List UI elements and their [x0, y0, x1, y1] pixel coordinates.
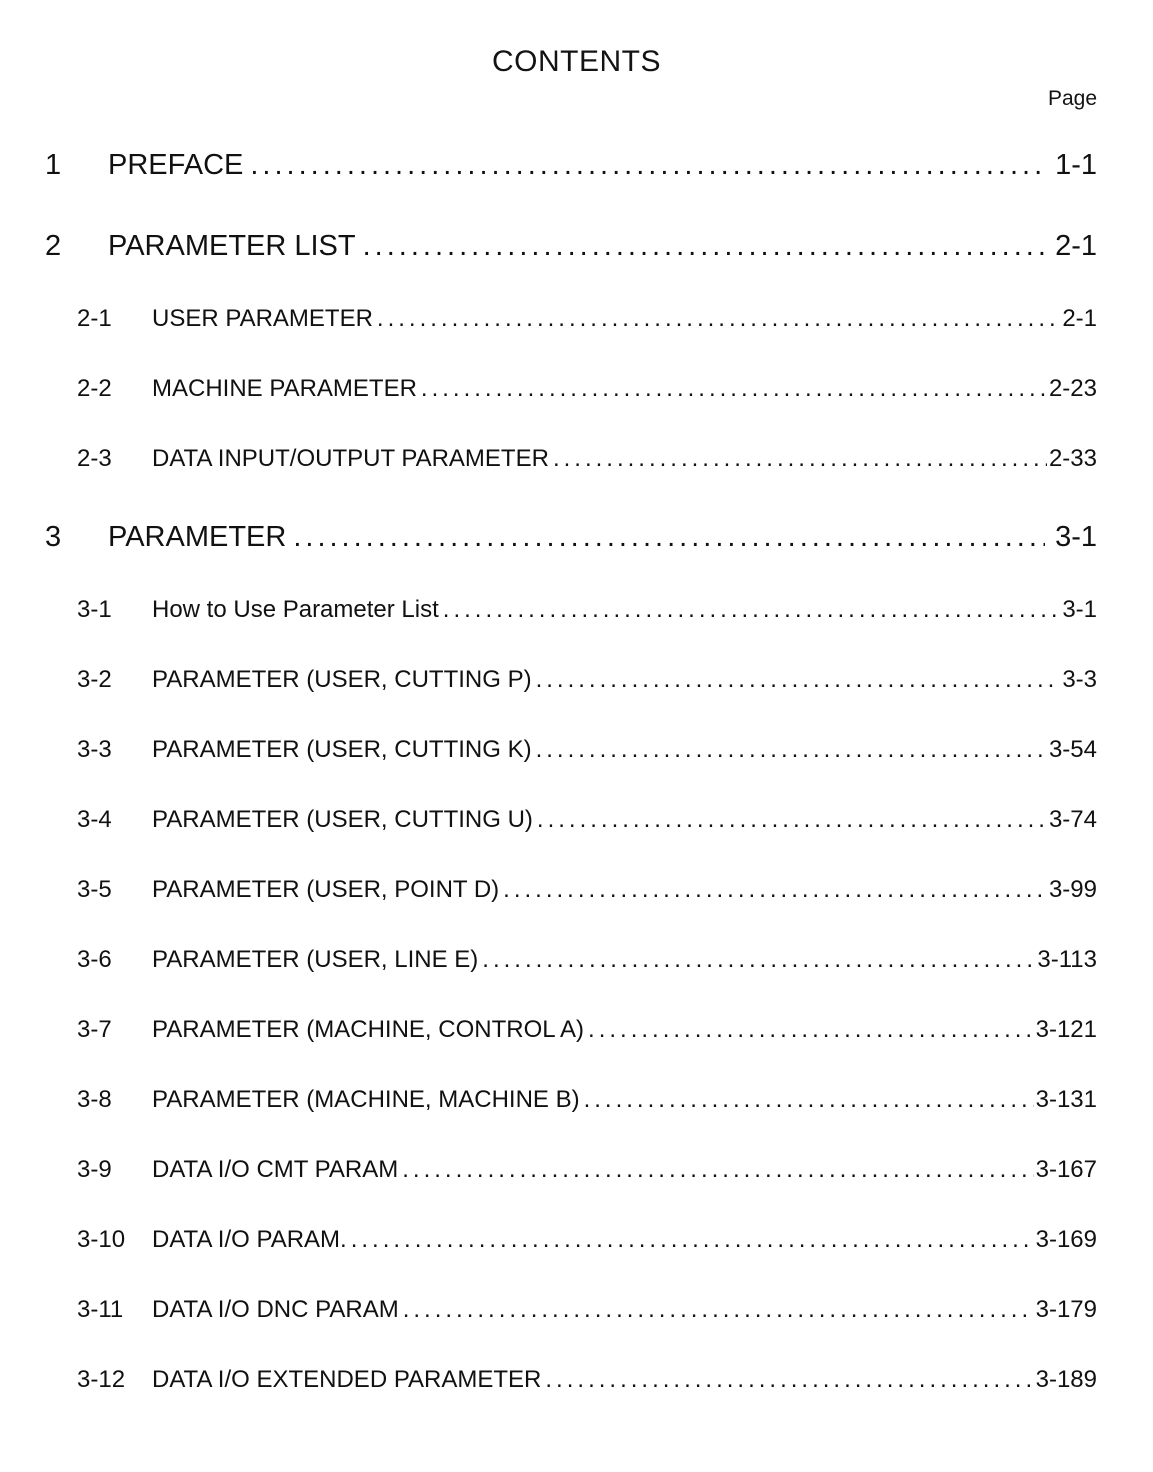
toc-entry: 3-11 DATA I/O DNC PARAM 3-179	[45, 1295, 1097, 1324]
toc-entry: 3-1 How to Use Parameter List 3-1	[45, 595, 1097, 624]
dot-leader	[363, 229, 1045, 263]
dot-leader	[584, 1085, 1034, 1114]
toc-entry-page: 3-121	[1035, 1016, 1097, 1043]
toc-entry-number: 3-5	[77, 876, 112, 903]
dot-leader	[250, 148, 1045, 182]
toc-entry: 3-6 PARAMETER (USER, LINE E) 3-113	[45, 945, 1097, 974]
toc-entry: 3-10 DATA I/O PARAM. 3-169	[45, 1225, 1097, 1254]
toc-entry: 3-9 DATA I/O CMT PARAM 3-167	[45, 1155, 1097, 1184]
toc-entry-page: 2-23	[1048, 375, 1097, 402]
toc-entry-number: 3-9	[77, 1156, 112, 1183]
toc-entry-number: 3-11	[77, 1296, 124, 1323]
toc-entry-title: PARAMETER (MACHINE, MACHINE B)	[152, 1086, 580, 1113]
toc-entry: 3-2 PARAMETER (USER, CUTTING P) 3-3	[45, 665, 1097, 694]
toc-entry-page: 3-189	[1035, 1366, 1097, 1393]
toc-entry-page: 3-54	[1048, 736, 1097, 763]
toc-entry-number: 2-2	[77, 375, 112, 402]
toc-entry-title: USER PARAMETER	[152, 305, 373, 332]
toc-entry: 3-4 PARAMETER (USER, CUTTING U) 3-74	[45, 805, 1097, 834]
page-title: CONTENTS	[492, 45, 661, 78]
toc-entry-number: 3-2	[77, 666, 112, 693]
toc-content: Page 1 PREFACE 1-1 2 PARAMETER LIST 2-1 …	[0, 86, 1153, 1394]
toc-entry-page: 3-167	[1035, 1156, 1097, 1183]
toc-entry-number: 3-10	[77, 1226, 126, 1253]
toc-entry-title: PARAMETER (MACHINE, CONTROL A)	[152, 1016, 585, 1043]
toc-entry-number: 3-1	[77, 596, 112, 623]
dot-leader	[402, 1155, 1033, 1184]
toc-entry-number: 3	[45, 521, 62, 553]
toc-entry-number: 1	[45, 149, 62, 181]
toc-entry-number: 2-3	[77, 445, 112, 472]
toc-entry: 2-2 MACHINE PARAMETER 2-23	[45, 374, 1097, 403]
toc-entry-title: PARAMETER (USER, LINE E)	[152, 946, 479, 973]
toc-entry-title: DATA I/O DNC PARAM	[152, 1296, 399, 1323]
toc-entry-number: 3-8	[77, 1086, 112, 1113]
toc-entry-page: 1-1	[1055, 149, 1097, 181]
toc-entry-page: 3-179	[1035, 1296, 1097, 1323]
dot-leader	[553, 444, 1047, 473]
toc-entry-page: 3-113	[1037, 946, 1097, 973]
toc-entry: 3-8 PARAMETER (MACHINE, MACHINE B) 3-131	[45, 1085, 1097, 1114]
page-column-label: Page	[1047, 87, 1097, 110]
toc-entry-title: How to Use Parameter List	[152, 596, 439, 623]
dot-leader	[351, 1225, 1034, 1254]
toc-entry-page: 3-169	[1035, 1226, 1097, 1253]
toc-entry: 2-1 USER PARAMETER 2-1	[45, 304, 1097, 333]
toc-entry-title: MACHINE PARAMETER	[152, 375, 417, 402]
dot-leader	[377, 304, 1060, 333]
toc-entry-title: DATA I/O CMT PARAM	[152, 1156, 399, 1183]
toc-entry-title: PARAMETER (USER, POINT D)	[152, 876, 500, 903]
toc-entry: 1 PREFACE 1-1	[45, 148, 1097, 182]
toc-entry: 3-5 PARAMETER (USER, POINT D) 3-99	[45, 875, 1097, 904]
toc-entry-page: 2-33	[1048, 445, 1097, 472]
toc-entry-page: 3-131	[1035, 1086, 1097, 1113]
toc-entry-page: 3-1	[1062, 596, 1097, 623]
toc-entry-number: 2-1	[77, 305, 112, 332]
dot-leader	[536, 735, 1047, 764]
toc-list: 1 PREFACE 1-1 2 PARAMETER LIST 2-1 2-1 U…	[45, 148, 1097, 1394]
toc-entry-page: 3-74	[1048, 806, 1097, 833]
dot-leader	[293, 520, 1045, 554]
toc-entry-title: PARAMETER LIST	[108, 230, 356, 262]
toc-entry: 2-3 DATA INPUT/OUTPUT PARAMETER 2-33	[45, 444, 1097, 473]
dot-leader	[403, 1295, 1034, 1324]
dot-leader	[482, 945, 1035, 974]
toc-entry-number: 3-4	[77, 806, 112, 833]
toc-entry-title: DATA I/O PARAM.	[152, 1226, 347, 1253]
toc-entry-title: DATA I/O EXTENDED PARAMETER	[152, 1366, 542, 1393]
toc-entry-page: 3-3	[1062, 666, 1097, 693]
toc-entry-title: PARAMETER (USER, CUTTING K)	[152, 736, 532, 763]
dot-leader	[443, 595, 1061, 624]
toc-entry-page: 3-99	[1048, 876, 1097, 903]
toc-entry-page: 2-1	[1055, 230, 1097, 262]
toc-entry-page: 2-1	[1062, 305, 1097, 332]
toc-entry-number: 3-7	[77, 1016, 112, 1043]
toc-entry-number: 3-3	[77, 736, 112, 763]
toc-entry-title: PARAMETER (USER, CUTTING P)	[152, 666, 532, 693]
toc-entry: 3-3 PARAMETER (USER, CUTTING K) 3-54	[45, 735, 1097, 764]
toc-entry-title: PARAMETER (USER, CUTTING U)	[152, 806, 533, 833]
toc-entry-title: DATA INPUT/OUTPUT PARAMETER	[152, 445, 549, 472]
toc-entry-number: 3-6	[77, 946, 112, 973]
dot-leader	[503, 875, 1047, 904]
toc-entry: 3-7 PARAMETER (MACHINE, CONTROL A) 3-121	[45, 1015, 1097, 1044]
toc-entry: 2 PARAMETER LIST 2-1	[45, 229, 1097, 263]
dot-leader	[588, 1015, 1034, 1044]
toc-entry-number: 2	[45, 230, 62, 262]
toc-entry: 3 PARAMETER 3-1	[45, 520, 1097, 554]
dot-leader	[545, 1365, 1033, 1394]
toc-entry-number: 3-12	[77, 1366, 126, 1393]
dot-leader	[421, 374, 1047, 403]
toc-entry-page: 3-1	[1055, 521, 1097, 553]
dot-leader	[537, 805, 1047, 834]
dot-leader	[536, 665, 1061, 694]
toc-entry-title: PREFACE	[108, 149, 244, 181]
toc-entry: 3-12 DATA I/O EXTENDED PARAMETER 3-189	[45, 1365, 1097, 1394]
toc-entry-title: PARAMETER	[108, 521, 287, 553]
